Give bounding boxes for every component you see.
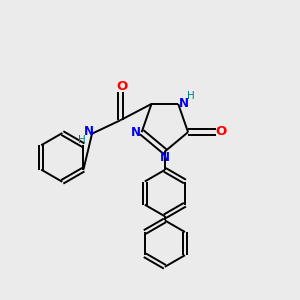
Text: N: N [83,125,94,138]
Text: H: H [78,135,86,145]
Text: N: N [178,97,189,110]
Text: N: N [131,126,141,139]
Text: N: N [160,151,170,164]
Text: H: H [187,91,195,100]
Text: O: O [216,125,227,138]
Text: O: O [116,80,128,93]
